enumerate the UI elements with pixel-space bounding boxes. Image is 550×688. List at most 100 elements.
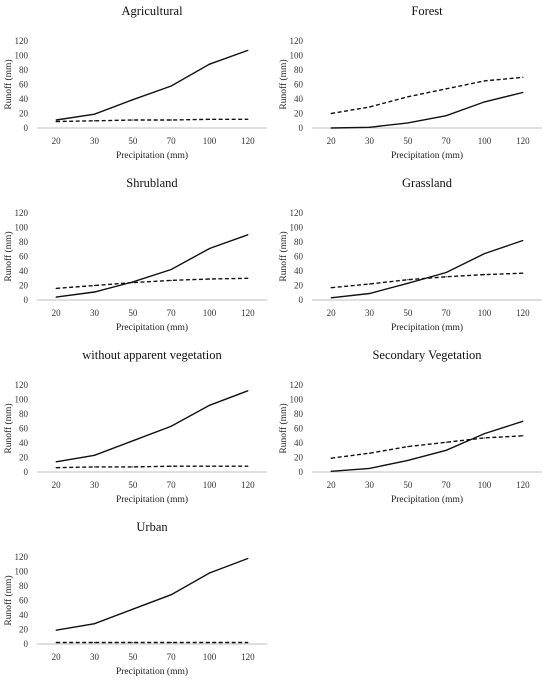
x-axis-title: Precipitation (mm) bbox=[116, 666, 188, 677]
y-tick-label: 60 bbox=[19, 424, 29, 434]
y-tick-label: 40 bbox=[19, 438, 29, 448]
y-tick-label: 60 bbox=[19, 252, 29, 262]
x-tick-label: 120 bbox=[241, 480, 255, 490]
chart-title: Shrubland bbox=[126, 176, 178, 190]
y-tick-label: 120 bbox=[15, 380, 29, 390]
y-axis-title: Runoff (mm) bbox=[278, 403, 289, 453]
solid-series-line bbox=[56, 49, 249, 121]
x-tick-label: 100 bbox=[203, 308, 217, 318]
y-tick-label: 80 bbox=[19, 409, 29, 419]
data-point bbox=[522, 420, 524, 422]
chart-svg: Secondary Vegetation 0 20 40 60 80 100 120 20 30 5… bbox=[278, 348, 542, 505]
x-tick-label: 70 bbox=[167, 308, 177, 318]
y-tick-label: 100 bbox=[15, 223, 29, 233]
chart-svg: Urban 0 20 40 60 80 100 120 20 30 50 70 100 120 Precip… bbox=[3, 520, 267, 677]
x-tick-label: 50 bbox=[128, 652, 138, 662]
data-point bbox=[483, 80, 486, 82]
y-axis-title: Runoff (mm) bbox=[278, 59, 289, 109]
chart-svg: without apparent vegetation 0 20 40 60 80 100 1… bbox=[3, 348, 267, 505]
x-tick-label: 20 bbox=[327, 136, 337, 146]
data-point bbox=[55, 287, 57, 289]
data-point bbox=[170, 425, 172, 427]
y-axis-title: Runoff (mm) bbox=[3, 403, 14, 453]
data-point bbox=[368, 106, 371, 108]
y-tick-label: 100 bbox=[290, 395, 304, 405]
x-tick-label: 50 bbox=[128, 480, 138, 490]
data-point bbox=[55, 119, 57, 121]
data-point bbox=[407, 446, 409, 448]
x-tick-label: 70 bbox=[442, 308, 452, 318]
x-tick-label: 50 bbox=[403, 480, 413, 490]
y-tick-label: 0 bbox=[299, 295, 304, 305]
data-point bbox=[208, 404, 211, 406]
y-axis-title: Runoff (mm) bbox=[3, 59, 14, 109]
x-tick-label: 30 bbox=[90, 480, 100, 490]
y-tick-label: 120 bbox=[15, 208, 29, 218]
x-tick-label: 100 bbox=[478, 308, 492, 318]
data-point bbox=[132, 282, 134, 284]
x-axis-title: Precipitation (mm) bbox=[116, 150, 188, 161]
data-point bbox=[368, 292, 371, 295]
chart-title: without apparent vegetation bbox=[82, 348, 222, 362]
y-tick-label: 120 bbox=[290, 208, 304, 218]
y-tick-label: 100 bbox=[15, 395, 29, 405]
data-point bbox=[368, 452, 371, 454]
y-tick-label: 20 bbox=[19, 109, 29, 119]
y-tick-label: 60 bbox=[294, 80, 304, 90]
x-tick-label: 30 bbox=[90, 136, 100, 146]
data-point bbox=[483, 437, 486, 439]
data-point bbox=[132, 608, 134, 610]
y-tick-label: 120 bbox=[15, 36, 29, 46]
x-tick-label: 30 bbox=[90, 652, 100, 662]
x-tick-label: 70 bbox=[167, 652, 177, 662]
data-point bbox=[93, 641, 96, 644]
data-point bbox=[170, 85, 172, 87]
solid-series-line bbox=[56, 390, 249, 463]
data-point bbox=[247, 234, 249, 236]
data-point bbox=[247, 390, 249, 392]
y-tick-label: 20 bbox=[19, 281, 29, 291]
data-point bbox=[93, 466, 96, 468]
y-tick-label: 20 bbox=[294, 281, 304, 291]
data-point bbox=[170, 641, 172, 644]
chart-panel-forest: Forest 0 20 40 60 80 100 120 20 30 50 70 100 120 Preci… bbox=[275, 0, 550, 172]
dashed-series-line bbox=[56, 465, 248, 469]
x-tick-label: 20 bbox=[327, 480, 337, 490]
x-tick-label: 100 bbox=[478, 480, 492, 490]
data-point bbox=[407, 459, 409, 461]
data-point bbox=[55, 296, 57, 298]
y-tick-label: 120 bbox=[290, 36, 304, 46]
x-axis-title: Precipitation (mm) bbox=[391, 150, 463, 161]
data-point bbox=[445, 441, 447, 443]
data-point bbox=[208, 247, 211, 250]
y-tick-label: 20 bbox=[294, 109, 304, 119]
data-point bbox=[445, 449, 447, 451]
data-point bbox=[208, 278, 211, 280]
data-point bbox=[522, 272, 524, 274]
solid-series-line bbox=[331, 420, 524, 472]
x-tick-label: 120 bbox=[516, 136, 530, 146]
data-point bbox=[55, 467, 57, 469]
y-tick-label: 20 bbox=[294, 453, 304, 463]
data-point bbox=[132, 99, 134, 101]
solid-series-line bbox=[56, 557, 249, 631]
x-tick-label: 50 bbox=[128, 136, 138, 146]
data-point bbox=[445, 271, 447, 274]
data-point bbox=[483, 274, 486, 276]
chart-title: Grassland bbox=[402, 176, 453, 190]
y-tick-label: 60 bbox=[19, 80, 29, 90]
y-tick-label: 120 bbox=[290, 380, 304, 390]
data-point bbox=[330, 470, 332, 472]
x-tick-label: 30 bbox=[90, 308, 100, 318]
y-tick-label: 100 bbox=[290, 223, 304, 233]
chart-panel-secondary-vegetation: Secondary Vegetation 0 20 40 60 80 100 120 20 30 5… bbox=[275, 344, 550, 516]
data-point bbox=[445, 276, 447, 278]
y-axis-title: Runoff (mm) bbox=[3, 575, 14, 625]
data-point bbox=[55, 641, 57, 644]
y-tick-label: 80 bbox=[19, 65, 29, 75]
data-point bbox=[247, 277, 249, 279]
y-tick-label: 80 bbox=[294, 65, 304, 75]
dashed-series-line bbox=[331, 76, 523, 115]
dashed-series-line bbox=[331, 272, 523, 289]
x-axis-title: Precipitation (mm) bbox=[391, 322, 463, 333]
